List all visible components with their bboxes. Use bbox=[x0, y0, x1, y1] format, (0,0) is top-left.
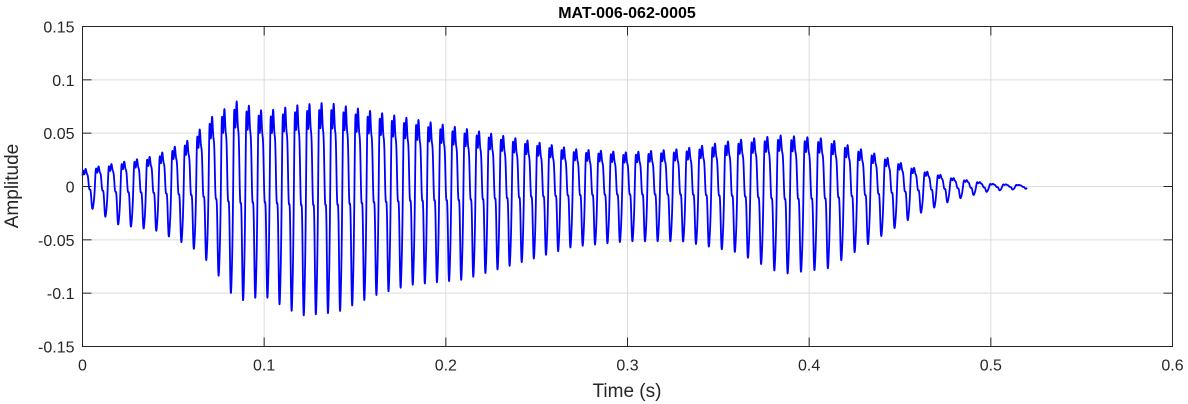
x-axis-ticks: 0 0.1 0.2 0.3 0.4 0.5 0.6 bbox=[78, 26, 1184, 375]
y-tick-label: -0.05 bbox=[38, 233, 75, 250]
x-tick-label: 0.4 bbox=[798, 358, 820, 375]
y-tick-label: 0.15 bbox=[43, 20, 74, 37]
x-tick-label: 0.6 bbox=[1161, 358, 1183, 375]
y-tick-label: 0.1 bbox=[52, 73, 74, 90]
x-tick-label: 0 bbox=[78, 358, 87, 375]
grid-lines bbox=[82, 26, 1173, 347]
y-tick-label: -0.15 bbox=[38, 340, 75, 357]
waveform-series bbox=[81, 100, 1028, 317]
x-axis-title: Time (s) bbox=[593, 381, 662, 402]
x-tick-label: 0.5 bbox=[980, 358, 1002, 375]
chart-title: MAT-006-062-0005 bbox=[558, 5, 696, 22]
y-tick-label: 0 bbox=[66, 180, 75, 197]
y-tick-label: 0.05 bbox=[43, 126, 74, 143]
waveform-line bbox=[81, 100, 1028, 317]
y-tick-label: -0.1 bbox=[47, 286, 75, 303]
x-tick-label: 0.3 bbox=[616, 358, 638, 375]
x-tick-label: 0.1 bbox=[253, 358, 275, 375]
y-axis-title: Amplitude bbox=[2, 144, 23, 229]
x-tick-label: 0.2 bbox=[435, 358, 457, 375]
y-axis-ticks: -0.15 -0.1 -0.05 0 0.05 0.1 0.15 bbox=[38, 20, 1173, 357]
